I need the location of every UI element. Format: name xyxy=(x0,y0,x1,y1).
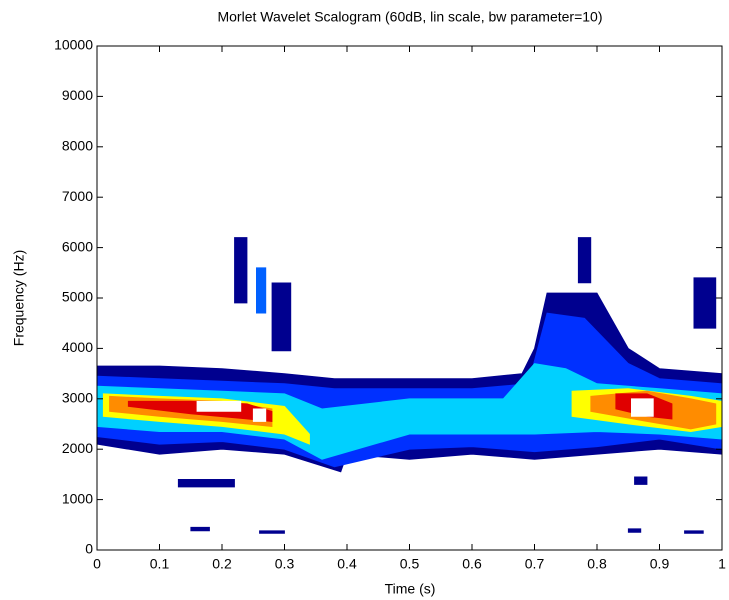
y-tick-label: 8000 xyxy=(62,138,93,154)
contour-region xyxy=(190,526,210,532)
y-tick-label: 1000 xyxy=(62,490,93,506)
contour-region xyxy=(255,267,267,314)
x-tick-label: 0.2 xyxy=(212,556,232,572)
contour-region xyxy=(627,528,642,533)
y-tick-label: 10000 xyxy=(54,37,93,53)
y-tick-label: 9000 xyxy=(62,87,93,103)
x-tick-label: 0.3 xyxy=(275,556,295,572)
x-axis-label: Time (s) xyxy=(385,581,436,597)
y-tick-label: 3000 xyxy=(62,390,93,406)
x-tick-label: 0.8 xyxy=(587,556,607,572)
y-tick-label: 2000 xyxy=(62,440,93,456)
y-tick-label: 7000 xyxy=(62,188,93,204)
contour-region xyxy=(234,237,248,304)
x-tick-label: 0 xyxy=(93,556,101,572)
contour-region xyxy=(577,237,592,284)
contour-region xyxy=(684,530,704,534)
chart-title: Morlet Wavelet Scalogram (60dB, lin scal… xyxy=(217,9,602,25)
plot-frame xyxy=(96,45,723,551)
y-axis-label: Frequency (Hz) xyxy=(11,250,27,346)
x-tick-label: 0.1 xyxy=(150,556,170,572)
contour-region xyxy=(631,398,654,417)
contour-region xyxy=(634,476,648,485)
contour-region xyxy=(177,478,235,488)
x-tick-label: 0.5 xyxy=(400,556,420,572)
x-tick-label: 0.9 xyxy=(650,556,670,572)
contour-region xyxy=(196,400,242,412)
x-tick-label: 0.7 xyxy=(525,556,545,572)
x-tick-label: 1 xyxy=(718,556,726,572)
contour-region xyxy=(259,530,285,534)
contour-region xyxy=(693,277,717,329)
contour-region xyxy=(271,282,292,352)
contour-region xyxy=(252,408,267,422)
y-tick-label: 4000 xyxy=(62,339,93,355)
y-tick-label: 0 xyxy=(85,541,93,557)
x-tick-label: 0.6 xyxy=(462,556,482,572)
y-tick-label: 5000 xyxy=(62,289,93,305)
y-tick-label: 6000 xyxy=(62,238,93,254)
x-tick-label: 0.4 xyxy=(337,556,357,572)
